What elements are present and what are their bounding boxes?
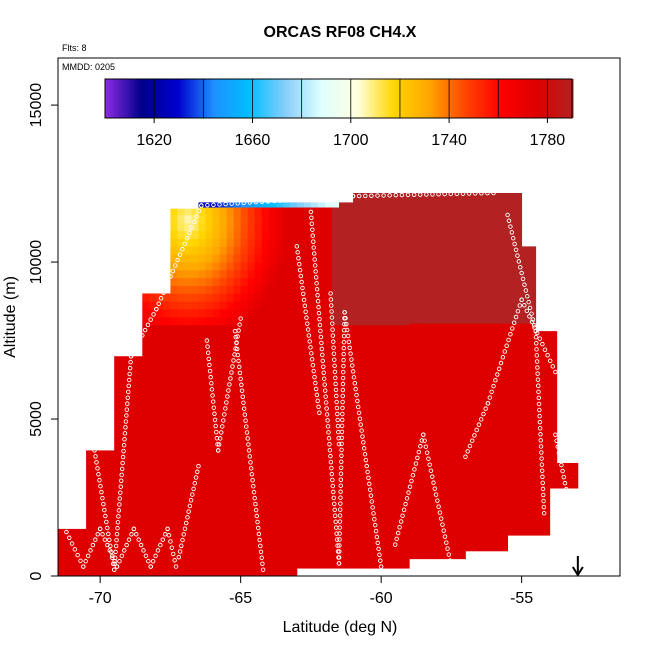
colorbar-tick-label: 1660 (235, 132, 271, 149)
y-tick-label: 10000 (28, 240, 45, 285)
y-axis: 0 5000 10000 15000 (28, 83, 58, 580)
colorbar-tick-label: 1740 (431, 132, 467, 149)
colorbar-tick-label: 1620 (136, 132, 172, 149)
chart-title: ORCAS RF08 CH4.X (264, 24, 417, 41)
colorbar-frame (104, 78, 573, 119)
colorbar-tick-label: 1780 (530, 132, 566, 149)
colorbar-tick-label: 1700 (333, 132, 369, 149)
plot-frame (57, 57, 621, 577)
colorbar: 1620 1660 1700 1740 1780 (104, 78, 574, 149)
y-axis-label: Altitude (m) (2, 276, 19, 358)
arrow-head (572, 566, 584, 577)
y-tick-label: 0 (28, 571, 45, 580)
y-tick-label: 15000 (28, 83, 45, 128)
heatmap-field (58, 192, 579, 577)
y-tick-label: 5000 (28, 401, 45, 437)
flights-note: Flts: 8 (62, 43, 87, 53)
arrow-marker (572, 556, 584, 577)
flight-track (64, 190, 575, 572)
x-tick-label: -65 (229, 590, 252, 607)
x-tick-label: -60 (370, 590, 393, 607)
date-note: MMDD: 0205 (62, 62, 115, 72)
x-axis: -70 -65 -60 -55 (89, 576, 533, 607)
x-tick-label: -70 (89, 590, 112, 607)
x-tick-label: -55 (510, 590, 533, 607)
x-axis-label: Latitude (deg N) (283, 619, 398, 636)
